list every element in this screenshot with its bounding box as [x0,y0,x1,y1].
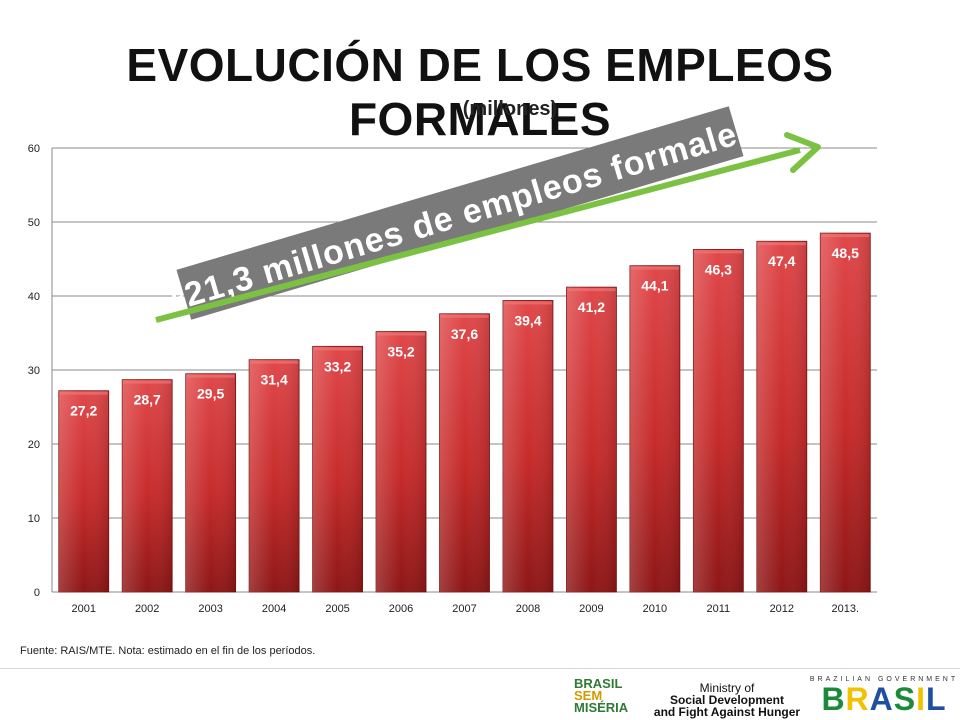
brazilian-government-logo: BRAZILIAN GOVERNMENT BRASIL [808,676,960,720]
bar-value-label: 46,3 [705,261,732,277]
ministry-logo: Ministry of Social Development and Fight… [652,682,802,718]
x-tick-label: 2007 [452,603,476,615]
bar-highlight [185,373,236,592]
y-tick-label: 10 [28,513,40,525]
x-tick-label: 2002 [135,603,159,615]
growth-arrow-head [784,132,821,173]
bar-value-label: 37,6 [451,326,478,342]
bar-highlight [122,379,173,592]
x-tick-label: 2012 [770,603,794,615]
bar-value-label: 47,4 [768,253,795,269]
y-tick-label: 50 [28,217,40,229]
annotation-banner [176,106,744,320]
bar-top-edge [630,266,679,270]
bar-highlight [820,233,871,592]
bar-top-edge [821,234,870,238]
footer-divider [0,668,960,669]
bar-chart: 0 10 20 30 40 50 60 27,2 28,7 29,5 31,4 33,2 35,2 37… [28,106,877,615]
x-tick-label: 2008 [516,603,540,615]
y-tick-label: 40 [28,291,40,303]
bar-value-label: 28,7 [134,392,161,408]
chart-subtitle: (millones) [462,98,558,120]
bar-highlight [629,265,680,592]
bar-highlight [693,249,744,592]
bar-highlight [502,300,553,592]
growth-arrow-shaft [155,147,801,323]
logo-bsm-line-1: BRASIL [574,676,623,691]
ministry-line-3: and Fight Against Hunger [653,705,801,719]
y-tick-label: 60 [28,143,40,155]
x-tick-label: 2001 [71,603,95,615]
gov-caption: BRAZILIAN GOVERNMENT [809,676,959,683]
logo-bsm-line-2: SEM [574,688,603,703]
y-tick-label: 20 [28,439,40,451]
bar-highlight [249,359,300,592]
x-tick-label: 2010 [643,603,667,615]
bar-top-edge [186,374,235,378]
bar-highlight [376,331,427,592]
bar-top-edge [59,391,108,395]
bar-value-label: 48,5 [832,245,859,261]
bar-value-label: 33,2 [324,358,351,374]
x-tick-label: 2009 [579,603,603,615]
bar-top-edge [313,347,362,351]
x-tick-label: 2006 [389,603,413,615]
brasil-sem-miseria-logo: BRASIL SEM MISÉRIA [574,676,648,718]
gov-wordmark: BRASIL [821,681,947,717]
x-tick-label: 2011 [707,603,731,615]
bar-value-label: 41,2 [578,299,605,315]
y-tick-label: 0 [34,587,40,599]
y-tick-label: 30 [28,365,40,377]
x-tick-label: 2013. [832,603,860,615]
bar-highlight [756,241,807,593]
bar-top-edge [757,242,806,246]
ministry-line-2: Social Development [669,693,785,707]
bar-highlight [58,390,109,592]
bar-value-label: 29,5 [197,386,224,402]
bar-highlight [566,287,617,592]
bar-top-edge [440,314,489,318]
bar-top-edge [250,360,299,364]
x-tick-label: 2005 [325,603,349,615]
bar-highlight [312,346,363,592]
bar-top-edge [567,288,616,292]
bar-value-label: 44,1 [641,278,668,294]
bar-value-label: 35,2 [387,344,414,360]
x-tick-label: 2003 [198,603,222,615]
bar-top-edge [377,332,426,336]
bar-highlight [439,313,490,592]
bar-value-label: 27,2 [70,403,97,419]
bar-top-edge [123,380,172,384]
x-tick-label: 2004 [262,603,286,615]
source-note: Fuente: RAIS/MTE. Nota: estimado en el f… [20,645,316,657]
bar-value-label: 39,4 [514,312,541,328]
logo-bsm-line-3: MISÉRIA [574,700,629,715]
ministry-line-1: Ministry of [699,681,755,695]
bar-top-edge [694,250,743,254]
bar-value-label: 31,4 [260,372,287,388]
bar-top-edge [503,301,552,305]
chart-title: EVOLUCIÓN DE LOS EMPLEOS FORMALES [126,39,834,145]
